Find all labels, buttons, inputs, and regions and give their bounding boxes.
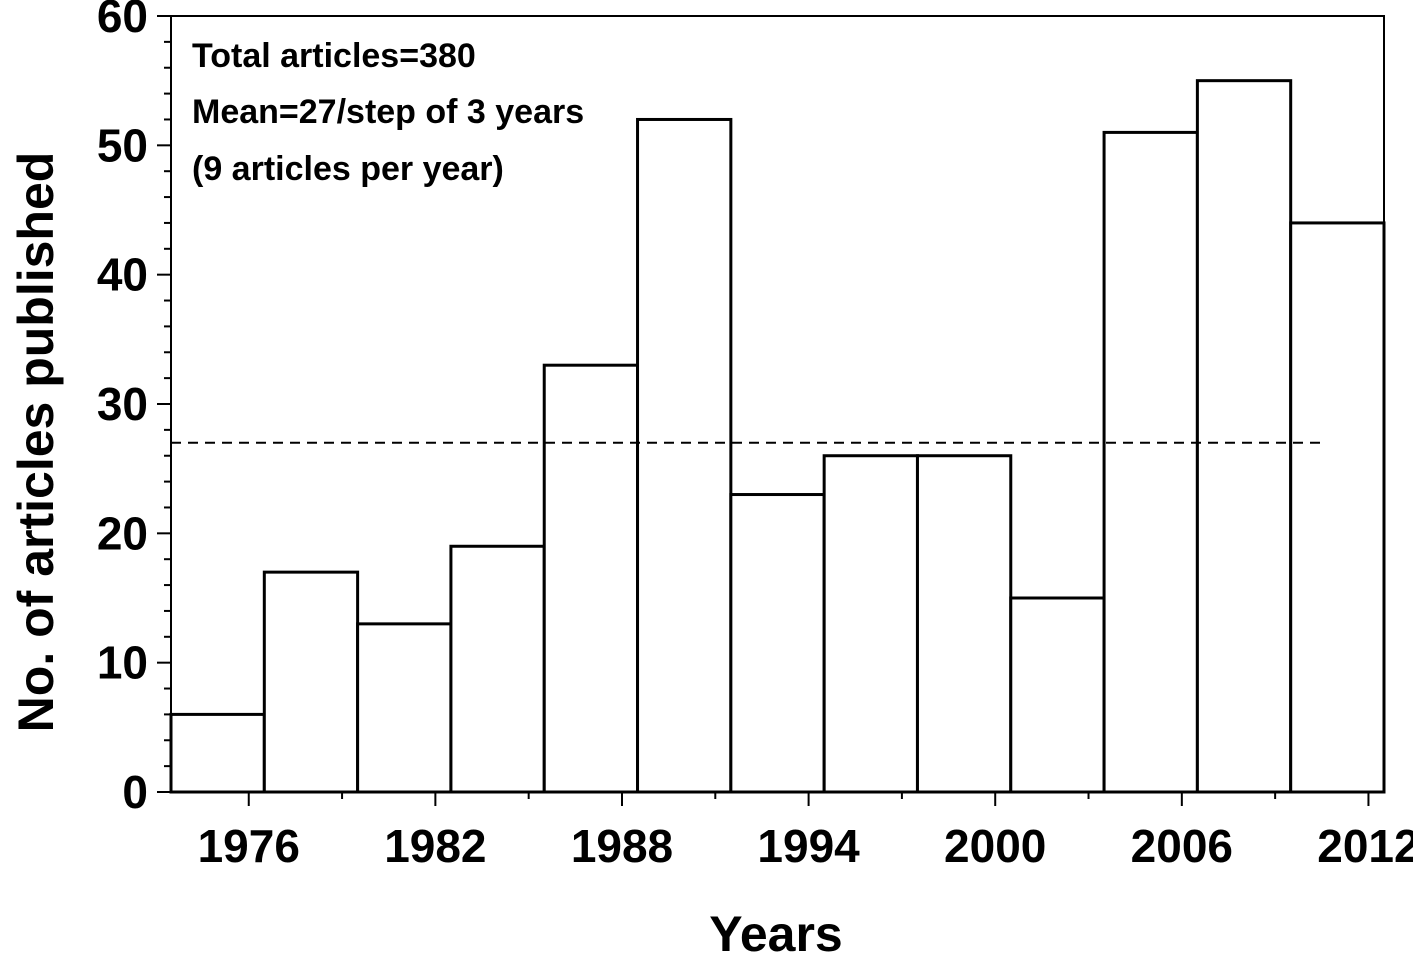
histogram-bar — [636, 117, 733, 794]
y-tick-label: 30 — [97, 378, 148, 430]
x-tick-label: 1988 — [571, 820, 673, 872]
x-axis-title: Years — [709, 906, 842, 962]
histogram-bar — [262, 570, 360, 794]
y-tick-label: 40 — [97, 249, 148, 301]
x-tick-label: 2006 — [1131, 820, 1233, 872]
ticks-layer — [157, 15, 1370, 806]
bars-layer — [169, 79, 1386, 794]
x-tick-label: 1994 — [757, 820, 860, 872]
annotation-per-year: (9 articles per year) — [192, 150, 504, 188]
histogram-bar — [542, 363, 640, 794]
histogram-bar — [449, 544, 546, 794]
annotation-box: Total articles=380 Mean=27/step of 3 yea… — [192, 37, 584, 188]
x-tick-label: 2000 — [944, 820, 1046, 872]
histogram-bar — [1009, 596, 1106, 794]
histogram-bar — [1289, 221, 1386, 794]
annotation-total: Total articles=380 — [192, 37, 476, 75]
x-tick-label: 1976 — [198, 820, 300, 872]
y-axis-title: No. of articles published — [8, 152, 64, 733]
x-tick-label: 1982 — [384, 820, 486, 872]
histogram-bar — [356, 622, 453, 794]
histogram-bar — [1102, 130, 1199, 794]
x-tick-label: 2012 — [1317, 820, 1413, 872]
histogram-bar — [169, 712, 266, 794]
y-tick-label: 60 — [97, 0, 148, 42]
plot-frame — [170, 15, 1385, 793]
y-tick-label: 0 — [122, 766, 148, 818]
y-tick-label: 10 — [97, 637, 148, 689]
histogram-bar — [1195, 79, 1293, 794]
y-tick-label: 50 — [97, 119, 148, 171]
histogram-bar — [822, 454, 919, 794]
y-tick-label: 20 — [97, 507, 148, 559]
histogram-bar — [915, 454, 1013, 794]
histogram-bar — [729, 493, 826, 794]
labels-layer: 1976 1982 1988 1994 2000 2006 2012 0 10 20 30 40 50 6… — [97, 0, 1413, 872]
annotation-mean: Mean=27/step of 3 years — [192, 93, 584, 131]
